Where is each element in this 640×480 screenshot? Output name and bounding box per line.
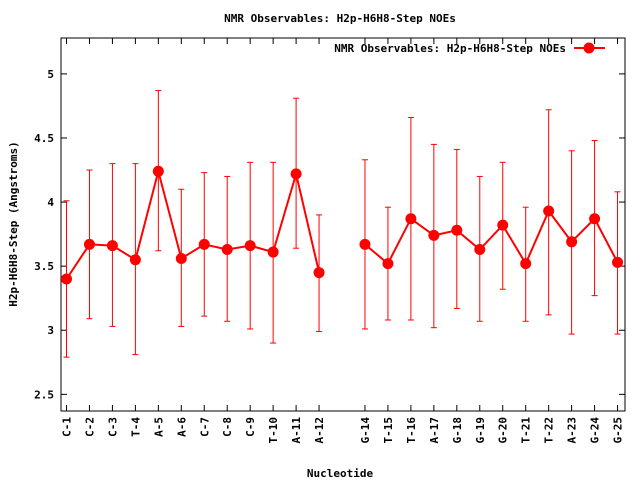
data-point (175, 252, 187, 264)
x-tick-label: C-1 (61, 417, 74, 437)
data-point (474, 243, 486, 255)
error-bars (63, 90, 621, 358)
x-axis: C-1 C-2 C-3 T-4 A-5 A-6 C-7 C-8 C-9 T-10 A-11 A-12 G… (61, 38, 625, 444)
x-tick-label: T-10 (267, 417, 280, 444)
x-tick-label: T-15 (382, 417, 395, 444)
x-tick-label: C-3 (106, 417, 119, 437)
data-point (106, 240, 118, 252)
data-point (267, 246, 279, 258)
data-point (382, 258, 394, 270)
data-point (290, 168, 302, 180)
x-tick-label: A-23 (566, 417, 579, 444)
y-tick-label: 4 (47, 196, 54, 209)
data-point (497, 219, 509, 231)
data-point (313, 267, 325, 279)
y-axis: 2.5 3 3.5 4 4.5 5 (34, 68, 625, 401)
x-tick-label: C-7 (198, 417, 211, 437)
x-tick-label: A-11 (290, 417, 303, 444)
y-tick-label: 2.5 (34, 388, 54, 401)
chart-title: NMR Observables: H2p-H6H8-Step NOEs (224, 12, 456, 25)
x-tick-label: C-2 (83, 417, 96, 437)
legend: NMR Observables: H2p-H6H8-Step NOEs (334, 42, 605, 55)
x-tick-label: G-20 (497, 417, 510, 444)
data-point (520, 258, 532, 270)
data-point (129, 254, 141, 266)
y-tick-label: 3 (47, 324, 54, 337)
data-point (428, 229, 440, 241)
plot-frame (60, 37, 626, 412)
data-point (83, 238, 95, 250)
data-point (612, 256, 624, 268)
y-tick-label: 3.5 (34, 260, 54, 273)
x-tick-label: G-24 (589, 417, 602, 444)
data-point (451, 224, 463, 236)
x-tick-label: A-5 (152, 417, 165, 437)
legend-marker (583, 42, 595, 54)
x-tick-label: G-25 (612, 417, 625, 444)
y-tick-label: 5 (47, 68, 54, 81)
data-points (61, 165, 624, 285)
series-line (65, 167, 619, 280)
x-tick-label: T-21 (520, 417, 533, 444)
data-point (152, 165, 164, 177)
x-tick-label: G-18 (451, 417, 464, 444)
data-point (221, 243, 233, 255)
x-tick-label: A-6 (175, 417, 188, 437)
y-axis-label: H2p-H6H8-Step (Angstroms) (7, 141, 20, 307)
data-point (589, 213, 601, 225)
x-tick-label: G-19 (474, 417, 487, 444)
x-tick-label: C-9 (244, 417, 257, 437)
x-tick-label: A-12 (313, 417, 326, 444)
legend-label: NMR Observables: H2p-H6H8-Step NOEs (334, 42, 566, 55)
data-point (359, 238, 371, 250)
x-axis-label: Nucleotide (307, 467, 374, 480)
x-tick-label: T-16 (405, 417, 418, 444)
x-tick-label: T-22 (543, 417, 556, 444)
data-point (405, 213, 417, 225)
x-tick-label: G-14 (359, 417, 372, 444)
data-point (543, 205, 555, 217)
x-tick-label: A-17 (428, 417, 441, 444)
x-tick-label: T-4 (129, 417, 142, 437)
data-point (198, 238, 210, 250)
data-point (61, 273, 72, 285)
y-tick-label: 4.5 (34, 132, 54, 145)
data-point (244, 240, 256, 252)
x-tick-label: C-8 (221, 417, 234, 437)
data-point (566, 236, 578, 248)
